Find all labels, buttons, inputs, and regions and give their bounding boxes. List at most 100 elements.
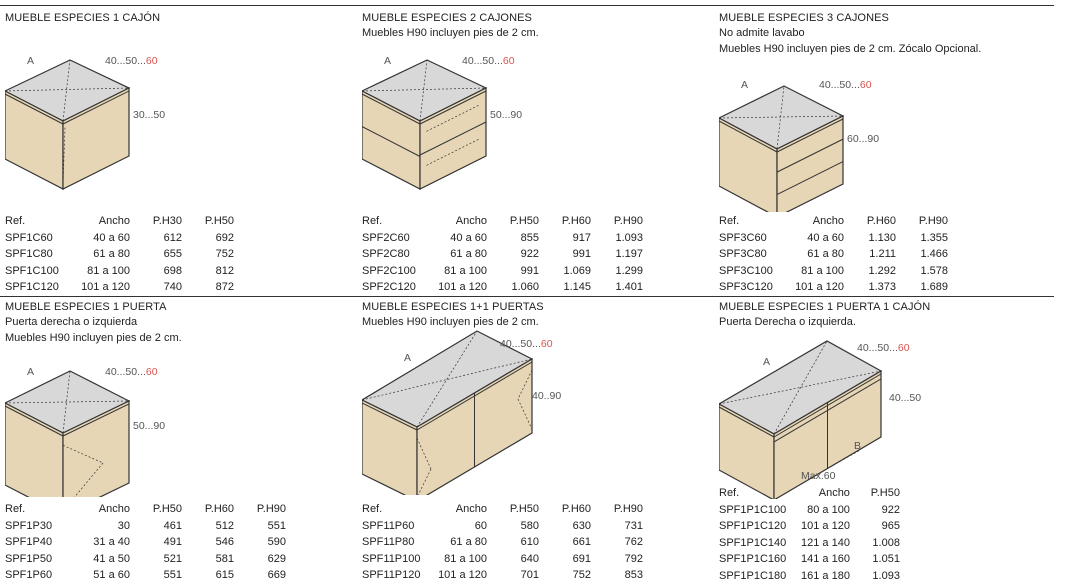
dim-range-accent: 60 <box>146 55 158 67</box>
ref-cell: Ref. <box>719 215 740 227</box>
table-row: SPF1P1C100 80 a 100 922 <box>719 502 900 519</box>
value-cell: 1.093 <box>615 231 643 244</box>
value-cell: 60 <box>474 519 487 532</box>
ref-cell: SPF1C60 <box>5 231 53 244</box>
dim-range-accent: 60 <box>146 366 158 378</box>
drawer-handle <box>426 138 480 166</box>
value-cell: 551 <box>163 569 182 581</box>
door-swing <box>832 450 860 466</box>
price-table: Ref. Ancho P.H50 SPF1P1C100 80 a 100 922 SPF1P… <box>719 485 900 584</box>
table-header: Ref. Ancho P.H30 P.H50 <box>5 213 234 230</box>
value-cell: 1.130 <box>868 231 896 244</box>
table-row: SPF2C80 61 a 80 922 991 1.197 <box>362 246 643 263</box>
value-cell: 101 a 120 <box>81 281 130 293</box>
ref-cell: SPF1P40 <box>5 536 53 548</box>
drawer-divider <box>419 121 487 156</box>
value-cell: 1.689 <box>920 281 948 293</box>
panel-title: MUEBLE ESPECIES 1+1 PUERTAS <box>362 301 544 313</box>
value-cell: 922 <box>881 503 900 516</box>
panel-note: Muebles H90 incluyen pies de 2 cm. Zócal… <box>719 43 982 55</box>
value-cell: P.H50 <box>509 503 539 515</box>
value-cell: 752 <box>572 569 591 581</box>
value-cell: 1.292 <box>868 264 896 277</box>
value-cell: 1.197 <box>615 248 643 260</box>
value-cell: 40 a 60 <box>93 231 130 244</box>
top-edge <box>362 93 421 125</box>
corner-label-a: A <box>384 55 391 67</box>
dim-range-prefix: 40...50... <box>857 342 898 354</box>
ref-cell: SPF3C100 <box>719 264 773 277</box>
value-cell: 161 a 180 <box>801 569 850 582</box>
ref-cell: SPF3C120 <box>719 281 773 293</box>
height-dimension: 60...90 <box>847 133 879 145</box>
value-cell: 491 <box>163 536 182 548</box>
value-cell: 630 <box>572 519 591 532</box>
top-edge <box>5 405 64 437</box>
value-cell: 640 <box>520 552 539 565</box>
cabinet-drawing: A 40...50...60 40...50 B Max.60 <box>719 340 921 499</box>
ref-cell: SPF3C60 <box>719 231 767 244</box>
value-cell: P.H60 <box>866 215 896 227</box>
value-cell: 655 <box>163 248 182 260</box>
top-diagonal <box>773 340 828 435</box>
price-table: Ref. Ancho P.H60 P.H90 SPF3C60 40 a 60 1.130 1.… <box>719 213 948 296</box>
value-cell: 61 a 80 <box>450 248 487 260</box>
hidden-edge <box>62 126 66 186</box>
value-cell: P.H50 <box>870 487 900 499</box>
corner-label-a: A <box>404 352 411 364</box>
table-row: SPF11P60 60 580 630 731 <box>362 518 643 535</box>
value-cell: 701 <box>520 569 539 581</box>
ref-cell: SPF11P60 <box>362 519 415 532</box>
ref-cell: Ref. <box>362 503 383 515</box>
ref-cell: SPF1P50 <box>5 552 53 565</box>
cabinet-drawing: A 40...50...60 50...90 <box>5 366 165 497</box>
width-depth-dimension: 40...50...60 <box>105 55 158 67</box>
value-cell: 855 <box>520 231 539 244</box>
cabinet-front <box>719 117 778 212</box>
max-dimension: Max.60 <box>801 470 836 482</box>
table-row: SPF1P1C160 141 a 160 1.051 <box>719 551 900 568</box>
table-row: SPF2C120 101 a 120 1.060 1.145 1.401 <box>362 279 643 296</box>
ref-cell: SPF11P120 <box>362 569 421 581</box>
value-cell: P.H60 <box>561 215 591 227</box>
value-cell: 922 <box>520 248 539 260</box>
top-edge <box>5 93 64 125</box>
panel-note: Puerta Derecha o izquierda. <box>719 316 856 328</box>
value-cell: 917 <box>572 231 591 244</box>
value-cell: 1.401 <box>615 281 643 293</box>
ref-cell: SPF2C100 <box>362 264 416 277</box>
door-swing <box>417 468 432 495</box>
value-cell: Ancho <box>818 487 850 499</box>
value-cell: 853 <box>624 569 643 581</box>
top-diagonal <box>719 115 844 119</box>
table-row: SPF1P50 41 a 50 521 581 629 <box>5 551 286 568</box>
panel-title: MUEBLE ESPECIES 2 CAJONES <box>362 12 532 24</box>
table-row: SPF1P60 51 a 60 551 615 669 <box>5 567 286 584</box>
value-cell: 991 <box>572 248 591 260</box>
corner-label-a: A <box>741 79 748 91</box>
value-cell: 1.466 <box>920 248 948 260</box>
panel-1-cajon: MUEBLE ESPECIES 1 CAJÓN A 40...50...60 30..… <box>5 12 350 296</box>
value-cell: Ancho <box>455 215 487 227</box>
corner-label-a: A <box>27 366 34 378</box>
panel-1-1-puertas: MUEBLE ESPECIES 1+1 PUERTAS Muebles H90 i… <box>362 301 707 588</box>
dim-range-accent: 60 <box>860 79 872 91</box>
door-swing <box>517 369 533 400</box>
ref-cell: Ref. <box>5 215 26 227</box>
top-edge <box>62 90 130 125</box>
table-row: SPF11P80 61 a 80 610 661 762 <box>362 534 643 551</box>
value-cell: 40 a 60 <box>450 231 487 244</box>
top-diagonal <box>776 85 785 150</box>
table-row: SPF11P100 81 a 100 640 691 792 <box>362 551 643 568</box>
panel-title: MUEBLE ESPECIES 1 CAJÓN <box>5 12 161 24</box>
ref-cell: SPF1P1C180 <box>719 569 787 582</box>
value-cell: 691 <box>572 552 591 565</box>
value-cell: 80 a 100 <box>807 503 850 516</box>
table-row: SPF1P30 30 461 512 551 <box>5 518 286 535</box>
cabinet-side <box>62 87 130 190</box>
value-cell: 615 <box>215 569 234 581</box>
dim-range-accent: 60 <box>541 338 553 350</box>
top-rule <box>0 5 1054 6</box>
drawer-divider <box>776 138 844 173</box>
value-cell: 81 a 100 <box>87 264 130 277</box>
